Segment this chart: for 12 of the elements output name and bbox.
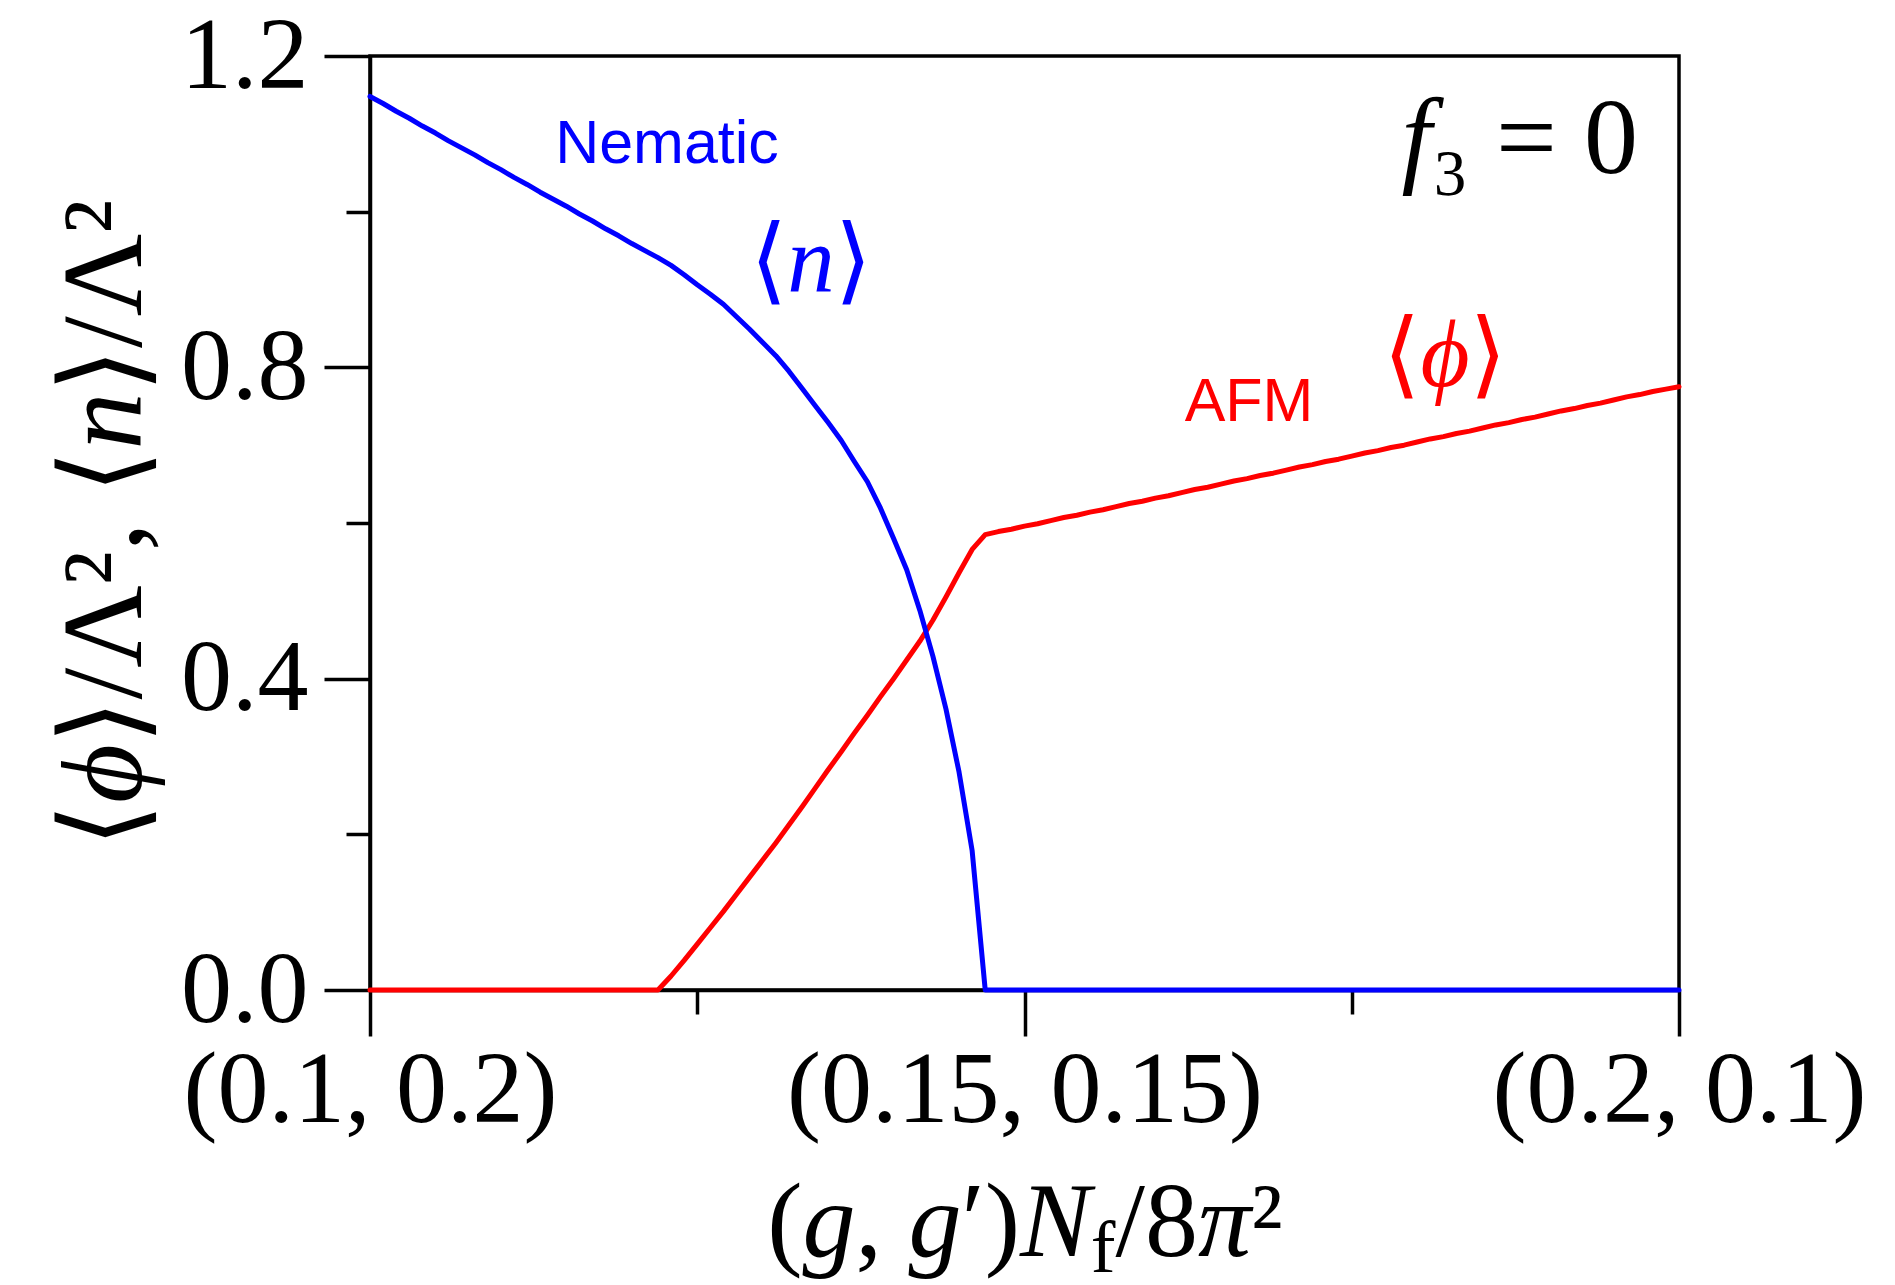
y-axis-title: ⟨ϕ⟩/Λ², ⟨n⟩/Λ² [39, 199, 166, 848]
annotation: Nematic [555, 108, 779, 176]
y-tick-label: 0.4 [181, 619, 309, 733]
series-label: ⟨n⟩ [750, 207, 872, 313]
y-tick-label: 1.2 [181, 0, 309, 110]
annotation: f₃ = 0 [1401, 77, 1638, 196]
y-tick-label: 0.8 [181, 307, 309, 421]
x-tick-label: (0.15, 0.15) [787, 1030, 1263, 1144]
annotation: AFM [1184, 366, 1314, 434]
series-label: ⟨ϕ⟩ [1383, 301, 1507, 407]
text: (g, g′)N$_{f}$/8π² [767, 1161, 1283, 1285]
x-tick-label: (0.2, 0.1) [1492, 1030, 1867, 1144]
